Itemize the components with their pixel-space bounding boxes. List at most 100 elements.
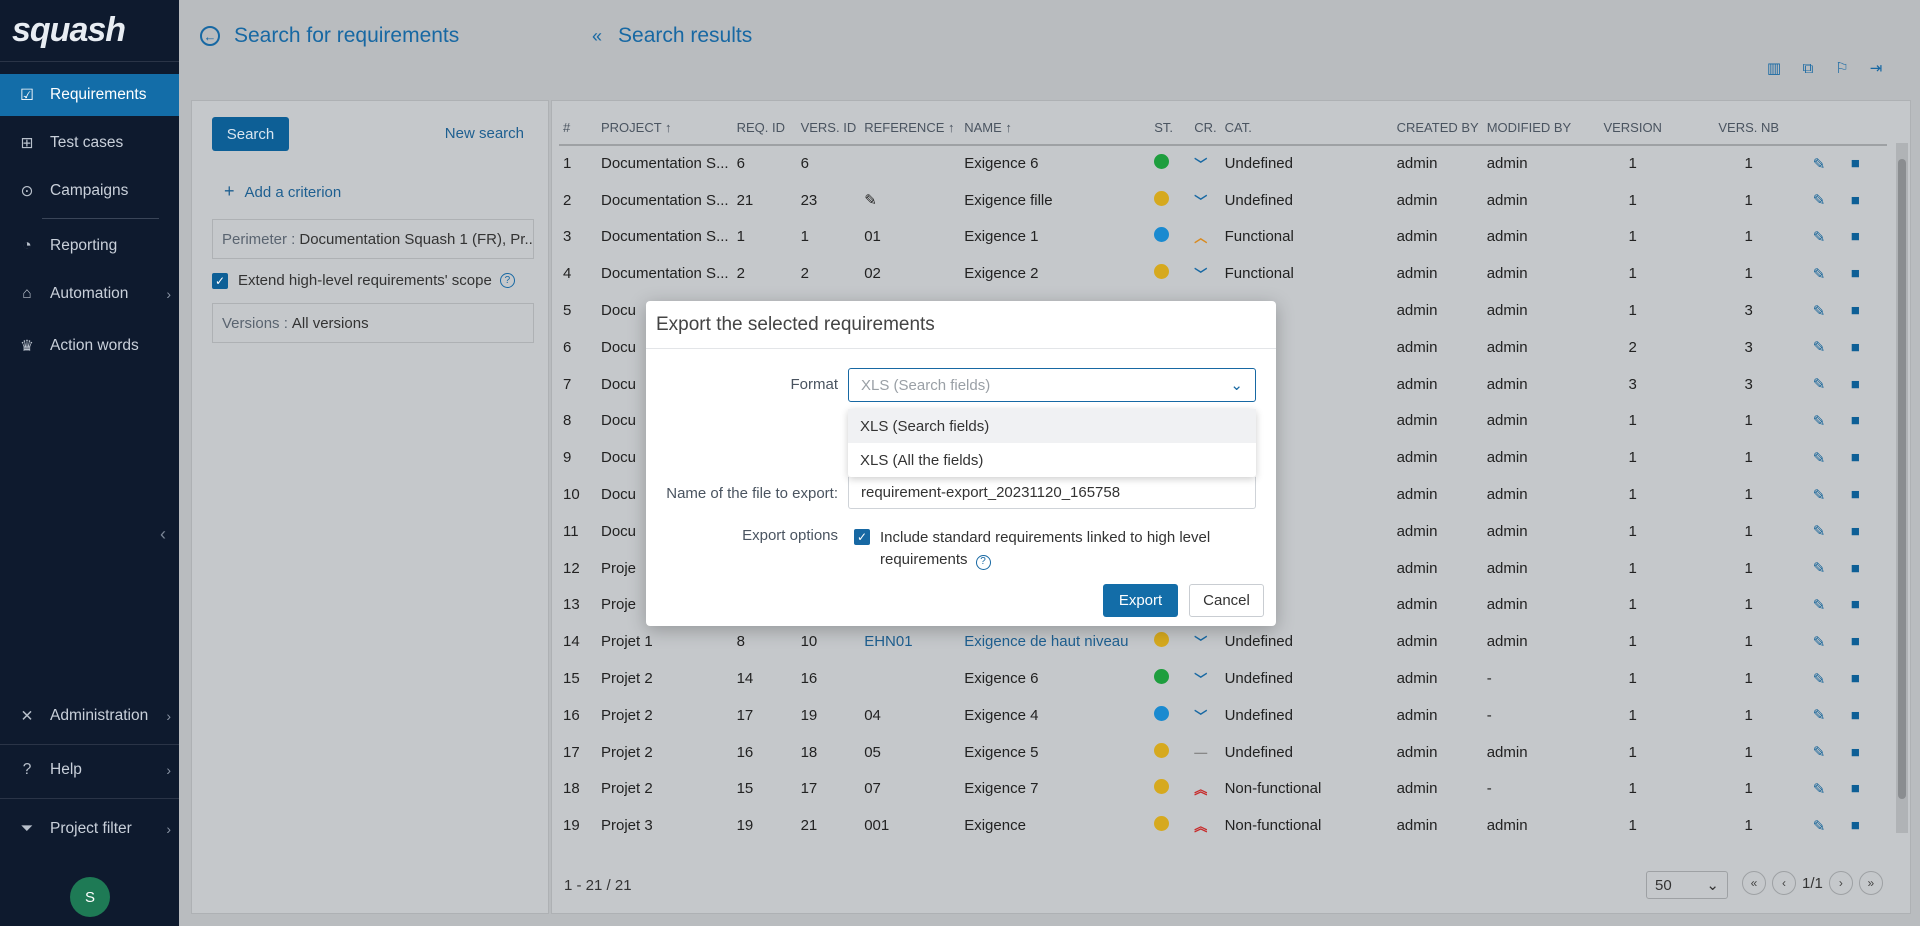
edit-icon[interactable]: ✎ [1812, 560, 1826, 578]
table-row[interactable]: 1 Documentation S... 6 6 Exigence 6 ﹀ Undefine… [559, 145, 1887, 182]
col-status[interactable]: ST. [1150, 111, 1191, 146]
sidebar-item-administration[interactable]: ✕ Administration › [0, 695, 179, 737]
cell-edit[interactable]: ✎ [1809, 587, 1847, 624]
table-row[interactable]: 16 Projet 2 17 19 04 Exigence 4 ﹀ Undefined admi… [559, 697, 1887, 734]
table-row[interactable]: 7Docueadminadmin33✎■ [559, 366, 1887, 403]
next-page-button[interactable]: › [1828, 871, 1853, 895]
double-chevron-left-icon[interactable]: « [592, 25, 603, 46]
page-size-select[interactable]: 50 ⌄ [1646, 871, 1728, 899]
folder-icon[interactable]: ■ [1850, 265, 1860, 283]
cell-open[interactable]: ■ [1847, 587, 1887, 624]
folder-icon[interactable]: ■ [1850, 155, 1860, 173]
table-row[interactable]: 15 Projet 2 14 16 Exigence 6 ﹀ Undefined admin -… [559, 660, 1887, 697]
perimeter-criterion[interactable]: Perimeter : Documentation Squash 1 (FR), … [212, 219, 534, 259]
folder-icon[interactable]: ■ [1850, 412, 1860, 430]
back-arrow-icon[interactable]: ← [200, 26, 220, 46]
cell-open[interactable]: ■ [1847, 697, 1887, 734]
export-icon[interactable]: ⇥ [1869, 60, 1883, 77]
col-created-by[interactable]: CREATED BY [1392, 111, 1483, 146]
cell-open[interactable]: ■ [1847, 623, 1887, 660]
cell-edit[interactable]: ✎ [1809, 660, 1847, 697]
edit-icon[interactable]: ✎ [1812, 780, 1826, 798]
format-option-search-fields[interactable]: XLS (Search fields) [848, 409, 1256, 443]
edit-icon[interactable]: ✎ [1812, 228, 1826, 246]
folder-icon[interactable]: ■ [1850, 486, 1860, 504]
folder-icon[interactable]: ■ [1850, 670, 1860, 688]
cell-open[interactable]: ■ [1847, 807, 1887, 844]
col-version[interactable]: VERSION [1576, 111, 1689, 146]
sidebar-item-requirements[interactable]: ☑ Requirements [0, 74, 179, 116]
cell-open[interactable]: ■ [1847, 513, 1887, 550]
table-row[interactable]: 3 Documentation S... 1 1 01 Exigence 1 ︿ Functi… [559, 219, 1887, 256]
cell-edit[interactable]: ✎ [1809, 329, 1847, 366]
col-modified-by[interactable]: MODIFIED BY [1482, 111, 1577, 146]
sidebar-item-test-cases[interactable]: ⊞ Test cases [0, 122, 179, 164]
flag-icon[interactable]: ⚐ [1835, 60, 1849, 77]
search-button[interactable]: Search [212, 117, 289, 151]
cell-open[interactable]: ■ [1847, 219, 1887, 256]
table-row[interactable]: 4 Documentation S... 2 2 02 Exigence 2 ﹀ Functi… [559, 255, 1887, 292]
folder-icon[interactable]: ■ [1850, 338, 1860, 356]
folder-icon[interactable]: ■ [1850, 375, 1860, 393]
cell-open[interactable]: ■ [1847, 550, 1887, 587]
prev-page-button[interactable]: ‹ [1772, 871, 1796, 895]
table-row[interactable]: 18 Projet 2 15 17 07 Exigence 7 ︽ Non-functiona… [559, 771, 1887, 808]
col-name[interactable]: NAME ↑ [960, 111, 1151, 146]
folder-icon[interactable]: ■ [1850, 743, 1860, 761]
export-button[interactable]: Export [1103, 584, 1178, 617]
edit-icon[interactable]: ✎ [1812, 596, 1826, 614]
folder-icon[interactable]: ■ [1850, 780, 1860, 798]
col-number[interactable]: # [559, 111, 597, 146]
edit-icon[interactable]: ✎ [1812, 670, 1826, 688]
cell-open[interactable]: ■ [1847, 771, 1887, 808]
cell-open[interactable]: ■ [1847, 403, 1887, 440]
sidebar-item-reporting[interactable]: ◔ Reporting [0, 225, 179, 267]
edit-icon[interactable]: ✎ [1812, 339, 1826, 357]
table-row[interactable]: 19 Projet 3 19 21 001 Exigence ︽ Non-functional… [559, 807, 1887, 844]
cell-open[interactable]: ■ [1847, 366, 1887, 403]
table-row[interactable]: 6Docueadminadmin23✎■ [559, 329, 1887, 366]
folder-icon[interactable]: ■ [1850, 633, 1860, 651]
help-icon[interactable]: ? [499, 273, 515, 288]
cell-edit[interactable]: ✎ [1809, 771, 1847, 808]
help-icon[interactable]: ? [975, 554, 991, 570]
col-criticality[interactable]: CR. [1190, 111, 1221, 146]
folder-icon[interactable]: ■ [1850, 596, 1860, 614]
cell-open[interactable]: ■ [1847, 145, 1887, 182]
col-vers-nb[interactable]: VERS. NB [1688, 111, 1809, 146]
sidebar-item-action-words[interactable]: ♛ Action words [0, 325, 179, 367]
cell-edit[interactable]: ✎ [1809, 623, 1847, 660]
cell-open[interactable]: ■ [1847, 182, 1887, 219]
cell-edit[interactable]: ✎ [1809, 366, 1847, 403]
collapse-sidebar-icon[interactable]: ‹ [160, 524, 166, 544]
edit-icon[interactable]: ✎ [1812, 744, 1826, 762]
table-row[interactable]: 10Docuctionaladminadmin11✎■ [559, 476, 1887, 513]
sidebar-item-project-filter[interactable]: ⏷ Project filter › [0, 808, 179, 850]
cell-edit[interactable]: ✎ [1809, 697, 1847, 734]
cell-edit[interactable]: ✎ [1809, 734, 1847, 771]
folder-icon[interactable]: ■ [1850, 228, 1860, 246]
cell-open[interactable]: ■ [1847, 476, 1887, 513]
folder-icon[interactable]: ■ [1850, 191, 1860, 209]
table-row[interactable]: 2 Documentation S... 21 23 ✎ Exigence fille ﹀ U… [559, 182, 1887, 219]
cell-edit[interactable]: ✎ [1809, 403, 1847, 440]
filename-input[interactable]: requirement-export_20231120_165758 [848, 477, 1256, 509]
scrollbar[interactable] [1896, 143, 1908, 833]
format-select[interactable]: XLS (Search fields) ⌄ [848, 368, 1256, 402]
cell-open[interactable]: ■ [1847, 255, 1887, 292]
col-category[interactable]: CAT. [1220, 111, 1393, 146]
cell-edit[interactable]: ✎ [1809, 807, 1847, 844]
new-search-link[interactable]: New search [444, 125, 524, 142]
sidebar-item-campaigns[interactable]: ⊙ Campaigns [0, 170, 179, 212]
include-standard-checkbox[interactable]: ✓ [854, 529, 870, 545]
folder-icon[interactable]: ■ [1850, 817, 1860, 835]
cancel-button[interactable]: Cancel [1189, 584, 1264, 617]
edit-icon[interactable]: ✎ [1812, 265, 1826, 283]
sidebar-item-help[interactable]: ? Help › [0, 749, 179, 791]
folder-icon[interactable]: ■ [1850, 302, 1860, 320]
cell-edit[interactable]: ✎ [1809, 182, 1847, 219]
cell-open[interactable]: ■ [1847, 439, 1887, 476]
sidebar-item-automation[interactable]: ⌂ Automation › [0, 273, 179, 315]
cell-edit[interactable]: ✎ [1809, 219, 1847, 256]
edit-icon[interactable]: ✎ [1812, 192, 1826, 210]
